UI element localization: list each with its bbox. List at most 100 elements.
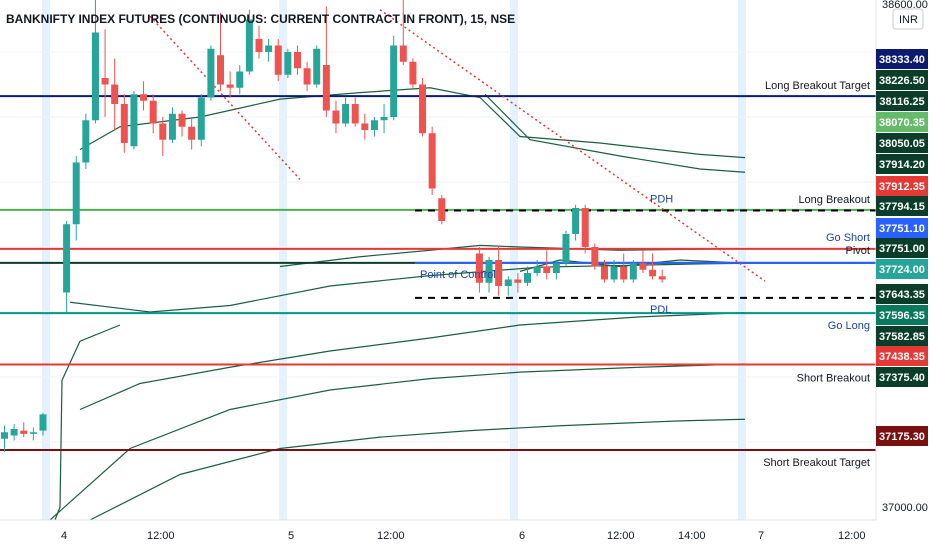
y-tick-top: 38600.00 <box>882 0 928 11</box>
candle-body <box>658 276 666 280</box>
candle-body <box>91 32 99 121</box>
candle-body <box>409 61 417 85</box>
price-badge-bg <box>876 259 928 279</box>
candle-body <box>120 104 128 143</box>
price-badge-text: 37643.35 <box>879 289 925 301</box>
candle <box>245 9 253 75</box>
candle-body <box>572 208 580 234</box>
candle-body <box>111 84 119 104</box>
candle <box>149 94 157 134</box>
candle-body <box>168 113 176 140</box>
x-tick-1200-c: 12:00 <box>607 530 635 542</box>
price-badge: 38070.35 <box>876 112 928 132</box>
price-badge-text: 37175.30 <box>879 431 925 443</box>
level-labels: Long Breakout Target Long Breakout Go Shor… <box>420 80 870 469</box>
price-badge-bg <box>876 284 928 304</box>
x-tick-day-6: 6 <box>519 530 525 542</box>
candle-body <box>639 263 647 270</box>
candle <box>495 247 503 296</box>
candle <box>543 250 551 280</box>
candle-body <box>149 100 157 124</box>
candle-body <box>284 52 292 75</box>
x-tick-1400: 14:00 <box>678 530 706 542</box>
candle-body <box>475 253 483 283</box>
candle-body <box>130 94 138 147</box>
candle-body <box>39 414 47 431</box>
session-band <box>42 0 50 520</box>
candle-body <box>543 266 551 273</box>
price-badge-bg <box>876 326 928 346</box>
candle-body <box>552 263 560 273</box>
currency-badge[interactable]: INR <box>892 8 924 30</box>
price-badge-bg <box>876 91 928 111</box>
candle <box>91 0 99 124</box>
candle-body <box>101 78 109 85</box>
level-label: Point of Control <box>420 269 496 281</box>
price-badge-text: 37438.35 <box>879 351 925 363</box>
candle-body <box>313 48 321 85</box>
vwap-band-line <box>49 363 746 521</box>
candle <box>591 243 599 270</box>
candle-body <box>620 266 628 280</box>
price-badge-bg <box>876 112 928 132</box>
candle <box>236 65 244 95</box>
candle-body <box>351 104 359 124</box>
price-badge-bg <box>876 154 928 174</box>
candle <box>639 250 647 273</box>
price-badge: 38050.05 <box>876 133 928 153</box>
candle <box>562 230 570 267</box>
price-badge: 38333.40 <box>876 49 928 69</box>
candle <box>313 45 321 88</box>
candle <box>419 78 427 137</box>
candle <box>533 260 541 277</box>
time-axis[interactable]: 4 12:00 5 12:00 6 12:00 14:00 7 12:00 <box>0 519 876 542</box>
candle <box>649 253 657 280</box>
price-badge-bg <box>876 426 928 446</box>
candle-body <box>293 52 301 69</box>
price-badge: 37794.15 <box>876 196 928 216</box>
level-label: PDL <box>650 304 671 316</box>
vwap-band-line <box>69 262 746 313</box>
candle <box>370 117 378 137</box>
candle-body <box>504 279 512 286</box>
price-badge-text: 37596.35 <box>879 310 925 322</box>
chart-title: BANKNIFTY INDEX FUTURES (CONTINUOUS: CUR… <box>6 12 515 26</box>
candle-body <box>159 123 167 140</box>
price-badge-text: 37724.00 <box>879 264 925 276</box>
session-band <box>738 0 746 520</box>
candle-body <box>419 84 427 134</box>
candle <box>29 427 37 441</box>
candle-body <box>207 48 215 98</box>
price-badge: 37751.10 <box>876 218 928 238</box>
candle <box>188 117 196 150</box>
candle-body <box>255 39 263 52</box>
level-label: Go Long <box>828 320 870 332</box>
candle-body <box>581 208 589 247</box>
price-axis[interactable]: 38600.00 INR 37000.00 38333.4038226.5038… <box>875 0 932 550</box>
candle <box>629 260 637 283</box>
candle <box>1 425 8 452</box>
x-tick-day-5: 5 <box>288 530 294 542</box>
x-tick-1200-d: 12:00 <box>838 530 866 542</box>
candle-body <box>226 84 234 88</box>
price-badge-bg <box>876 218 928 238</box>
candle-body <box>332 110 340 124</box>
candle <box>581 204 589 254</box>
price-badge-text: 38333.40 <box>879 54 925 66</box>
price-badge: 37724.00 <box>876 259 928 279</box>
session-band <box>279 0 287 520</box>
price-badge-text: 38070.35 <box>879 117 925 129</box>
price-badge-bg <box>876 176 928 196</box>
candle <box>197 94 205 147</box>
price-badge-text: 37751.00 <box>879 243 925 255</box>
price-badge: 38116.25 <box>876 91 928 111</box>
candle <box>226 71 234 98</box>
candle-body <box>274 45 282 75</box>
price-badge-bg <box>876 305 928 325</box>
trend-lines <box>149 9 766 282</box>
price-badge-bg <box>876 367 928 387</box>
candle-body <box>610 266 618 280</box>
candle <box>332 100 340 134</box>
price-badge-bg <box>876 196 928 216</box>
